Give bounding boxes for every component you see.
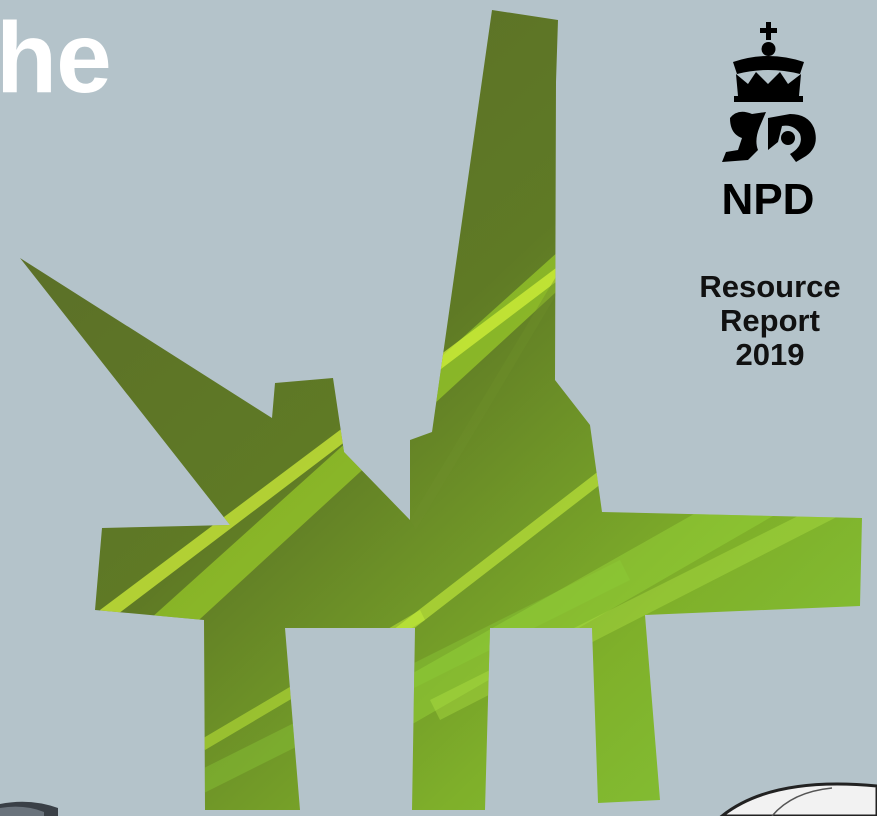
report-title: Resource Report 2019 bbox=[680, 270, 860, 372]
report-title-line3: 2019 bbox=[735, 337, 805, 372]
report-title-line1: Resource bbox=[699, 269, 841, 304]
report-title-line2: Report bbox=[720, 303, 820, 338]
dark-shape-decoration bbox=[0, 801, 58, 816]
headline-text: he bbox=[0, 2, 112, 114]
globe-decoration bbox=[719, 782, 877, 816]
npd-logo-text: NPD bbox=[721, 175, 815, 224]
npd-logo bbox=[698, 22, 838, 172]
crown-and-lion-icon bbox=[722, 22, 816, 162]
